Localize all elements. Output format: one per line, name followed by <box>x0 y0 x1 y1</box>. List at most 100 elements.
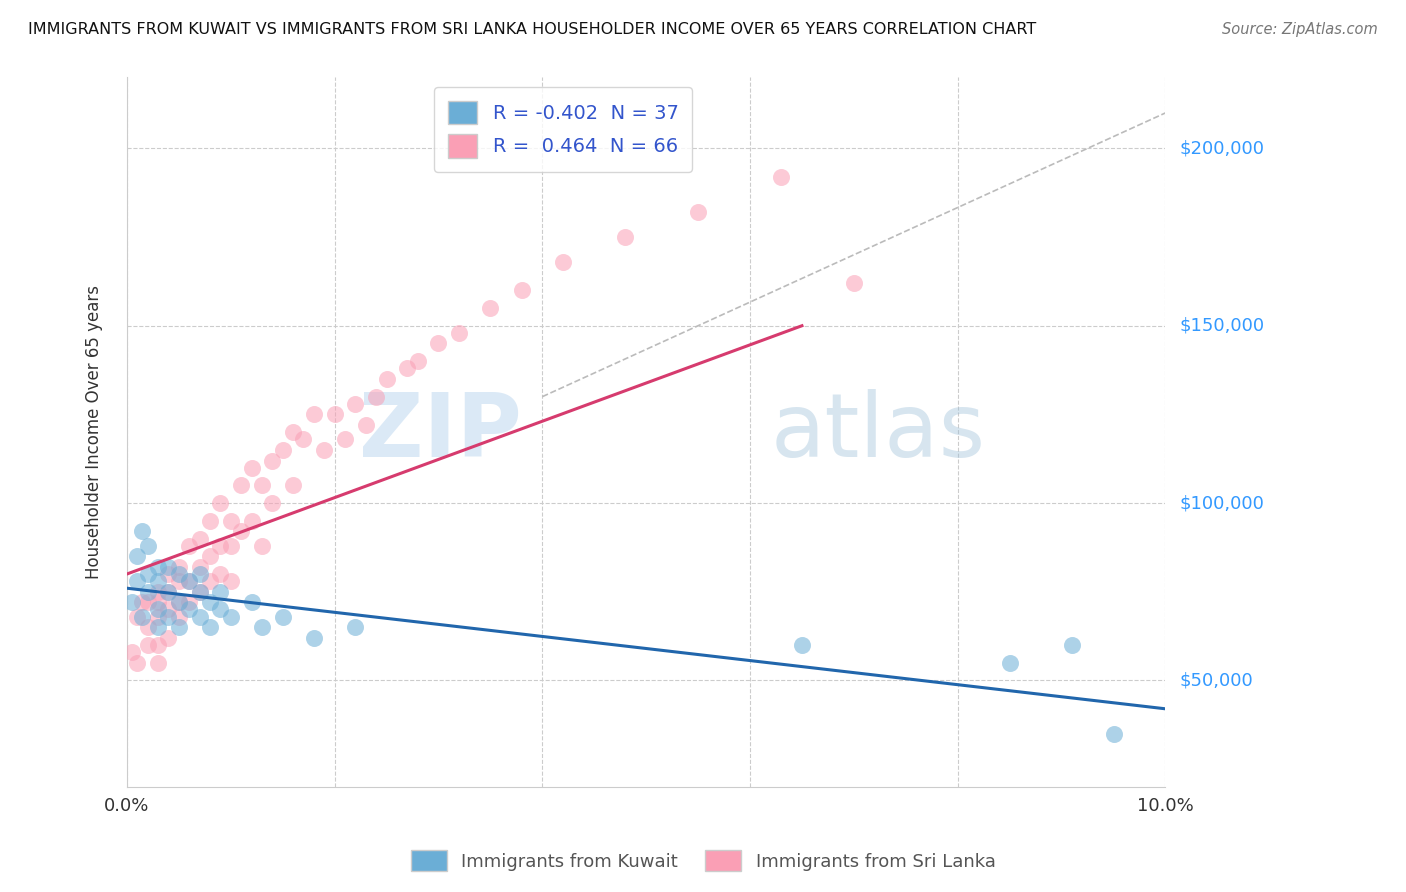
Point <box>449 326 471 340</box>
Point <box>136 638 159 652</box>
Text: $50,000: $50,000 <box>1180 672 1253 690</box>
Point <box>998 656 1021 670</box>
Point <box>250 620 273 634</box>
Point <box>1102 726 1125 740</box>
Point <box>146 595 169 609</box>
Point <box>281 478 304 492</box>
Point <box>179 539 201 553</box>
Point <box>167 609 190 624</box>
Point <box>209 567 232 582</box>
Point <box>479 301 502 315</box>
Point <box>167 567 190 582</box>
Point <box>209 602 232 616</box>
Point <box>136 539 159 553</box>
Text: IMMIGRANTS FROM KUWAIT VS IMMIGRANTS FROM SRI LANKA HOUSEHOLDER INCOME OVER 65 Y: IMMIGRANTS FROM KUWAIT VS IMMIGRANTS FRO… <box>28 22 1036 37</box>
Point <box>127 574 149 588</box>
Point <box>157 609 180 624</box>
Point <box>157 584 180 599</box>
Legend: R = -0.402  N = 37, R =  0.464  N = 66: R = -0.402 N = 37, R = 0.464 N = 66 <box>434 87 692 171</box>
Point <box>688 205 710 219</box>
Point <box>354 418 377 433</box>
Point <box>157 584 180 599</box>
Point <box>167 620 190 634</box>
Text: Source: ZipAtlas.com: Source: ZipAtlas.com <box>1222 22 1378 37</box>
Point <box>314 442 336 457</box>
Point <box>136 595 159 609</box>
Point <box>146 584 169 599</box>
Point <box>136 620 159 634</box>
Point <box>188 560 211 574</box>
Point <box>323 408 346 422</box>
Point <box>146 560 169 574</box>
Point <box>770 169 793 184</box>
Point <box>240 595 263 609</box>
Point <box>250 478 273 492</box>
Y-axis label: Householder Income Over 65 years: Householder Income Over 65 years <box>86 285 103 579</box>
Point <box>231 478 253 492</box>
Point <box>396 361 419 376</box>
Point <box>219 514 242 528</box>
Point <box>188 609 211 624</box>
Point <box>146 574 169 588</box>
Point <box>127 656 149 670</box>
Point <box>127 609 149 624</box>
Legend: Immigrants from Kuwait, Immigrants from Sri Lanka: Immigrants from Kuwait, Immigrants from … <box>404 843 1002 879</box>
Text: $200,000: $200,000 <box>1180 139 1264 157</box>
Point <box>510 283 533 297</box>
Point <box>188 584 211 599</box>
Point <box>262 496 284 510</box>
Point <box>121 595 143 609</box>
Point <box>131 609 153 624</box>
Point <box>250 539 273 553</box>
Point <box>146 609 169 624</box>
Point <box>157 560 180 574</box>
Point <box>188 532 211 546</box>
Point <box>198 574 221 588</box>
Text: atlas: atlas <box>770 389 986 475</box>
Point <box>427 336 450 351</box>
Point <box>262 453 284 467</box>
Point <box>344 620 367 634</box>
Point <box>198 595 221 609</box>
Point <box>271 609 294 624</box>
Point <box>157 567 180 582</box>
Point <box>333 432 356 446</box>
Point <box>231 524 253 539</box>
Point <box>121 645 143 659</box>
Point <box>842 276 865 290</box>
Point <box>188 584 211 599</box>
Point <box>271 442 294 457</box>
Point <box>179 602 201 616</box>
Point <box>344 397 367 411</box>
Point <box>198 514 221 528</box>
Point <box>281 425 304 439</box>
Point <box>240 514 263 528</box>
Point <box>127 549 149 564</box>
Point <box>146 656 169 670</box>
Point <box>167 595 190 609</box>
Point <box>157 631 180 645</box>
Point <box>240 460 263 475</box>
Point <box>219 539 242 553</box>
Point <box>179 574 201 588</box>
Point <box>375 372 398 386</box>
Point <box>292 432 315 446</box>
Point <box>1060 638 1083 652</box>
Point <box>219 609 242 624</box>
Point <box>198 549 221 564</box>
Point <box>219 574 242 588</box>
Point <box>366 390 388 404</box>
Point <box>209 539 232 553</box>
Point <box>157 602 180 616</box>
Point <box>209 496 232 510</box>
Point <box>209 584 232 599</box>
Point <box>146 620 169 634</box>
Point <box>551 255 574 269</box>
Point <box>146 638 169 652</box>
Point <box>136 584 159 599</box>
Point <box>131 595 153 609</box>
Point <box>167 574 190 588</box>
Point <box>406 354 429 368</box>
Point <box>179 574 201 588</box>
Point <box>302 408 325 422</box>
